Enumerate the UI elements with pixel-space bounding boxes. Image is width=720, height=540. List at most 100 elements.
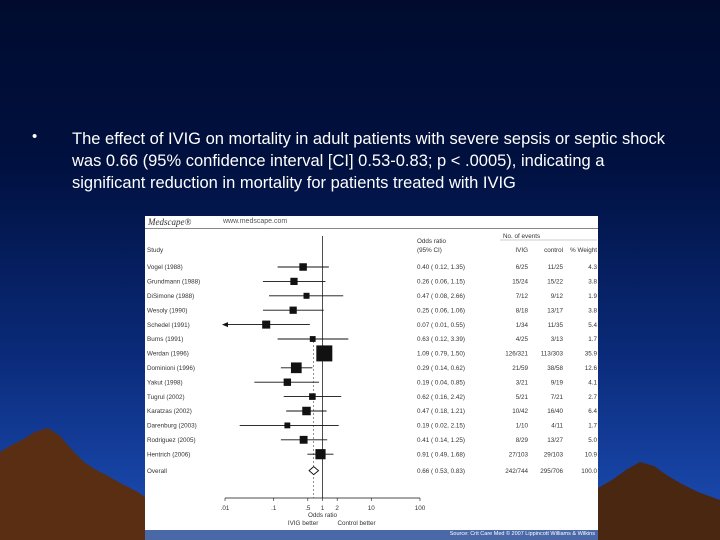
- point-estimate-box: [283, 378, 292, 386]
- weight-value: 3.8: [588, 307, 597, 314]
- ci-text: 0.47 ( 0.18, 1.21): [417, 408, 465, 415]
- ivig-events: 10/42: [512, 408, 528, 415]
- study-label: Wesoly (1990): [147, 307, 187, 314]
- header-weight: % Weight: [570, 247, 597, 254]
- control-events: 15/22: [547, 279, 563, 286]
- control-events: 13/27: [547, 437, 563, 444]
- ci-text: 0.91 ( 0.49, 1.68): [417, 451, 465, 458]
- control-events: 13/17: [547, 307, 563, 314]
- study-label: Karatzas (2002): [147, 408, 192, 415]
- ci-text: 1.09 ( 0.79, 1.50): [417, 351, 465, 358]
- header-control: control: [544, 247, 563, 254]
- point-estimate-box: [315, 449, 326, 460]
- weight-value: 12.6: [585, 365, 598, 372]
- control-events: 3/13: [551, 336, 564, 343]
- figure-source: Source: Crit Care Med © 2007 Lippincott …: [449, 531, 595, 537]
- x-tick-label: 1: [321, 505, 325, 512]
- ci-text: 0.62 ( 0.16, 2.42): [417, 394, 465, 401]
- ci-text: 0.19 ( 0.02, 2.15): [417, 423, 465, 430]
- bullet-marker: •: [32, 128, 38, 145]
- study-label: Hentrich (2006): [147, 451, 190, 458]
- study-label: Dominioni (1996): [147, 365, 195, 372]
- overall-weight: 100.0: [581, 468, 597, 475]
- point-estimate-box: [290, 362, 302, 374]
- ci-text: 0.47 ( 0.08, 2.66): [417, 293, 465, 300]
- point-estimate-box: [309, 393, 316, 400]
- study-label: Tugrul (2002): [147, 394, 185, 401]
- figure-header: Medscape® www.medscape.com: [145, 216, 598, 229]
- ivig-events: 8/29: [516, 437, 529, 444]
- ivig-events: 15/24: [512, 279, 528, 286]
- overall-ivig-events: 242/744: [505, 468, 528, 475]
- study-label: Burns (1991): [147, 336, 183, 343]
- ci-text: 0.07 ( 0.01, 0.55): [417, 322, 465, 329]
- ivig-events: 5/21: [516, 394, 529, 401]
- overall-ci-text: 0.66 ( 0.53, 0.83): [417, 468, 465, 475]
- x-tick-label: .5: [305, 505, 311, 512]
- ivig-events: 3/21: [516, 379, 529, 386]
- point-estimate-box: [303, 292, 310, 299]
- ci-text: 0.29 ( 0.14, 0.62): [417, 365, 465, 372]
- point-estimate-box: [290, 277, 298, 286]
- weight-value: 4.1: [588, 379, 597, 386]
- control-events: 4/11: [551, 423, 563, 430]
- control-events: 11/25: [548, 264, 564, 271]
- x-tick-label: 100: [415, 505, 426, 512]
- control-events: 113/303: [541, 351, 564, 358]
- weight-value: 35.9: [585, 351, 598, 358]
- weight-value: 1.7: [588, 423, 597, 430]
- study-label: Yakut (1998): [147, 379, 183, 386]
- ivig-events: 21/59: [512, 365, 528, 372]
- ivig-events: 6/25: [516, 264, 529, 271]
- control-events: 9/12: [551, 293, 564, 300]
- point-estimate-box: [262, 320, 271, 329]
- ci-arrow: [222, 322, 228, 328]
- x-axis-label: Odds ratio: [308, 512, 338, 519]
- x-tick-label: .1: [271, 505, 277, 512]
- forest-plot: Study Odds ratio (95% CI) No. of events IVIG…: [147, 233, 598, 527]
- point-estimate-box: [284, 422, 291, 429]
- overall-control-events: 295/706: [540, 468, 563, 475]
- ci-text: 0.41 ( 0.14, 1.25): [417, 437, 465, 444]
- ivig-events: 1/10: [516, 423, 529, 430]
- point-estimate-box: [299, 263, 307, 271]
- control-events: 38/58: [547, 365, 563, 372]
- ivig-events: 8/18: [516, 307, 529, 314]
- point-estimate-box: [299, 435, 308, 444]
- point-estimate-box: [289, 306, 297, 314]
- forest-plot-figure: Medscape® www.medscape.com Study Odds rat…: [145, 216, 598, 540]
- ivig-events: 27/103: [509, 451, 529, 458]
- header-study: Study: [147, 247, 164, 254]
- study-label: Darenburg (2003): [147, 423, 197, 430]
- header-or: Odds ratio: [417, 238, 447, 245]
- overall-label: Overall: [147, 468, 167, 475]
- study-label: Werdan (1996): [147, 351, 189, 358]
- control-events: 9/19: [551, 379, 564, 386]
- weight-value: 10.9: [585, 451, 598, 458]
- ci-text: 0.63 ( 0.12, 3.39): [417, 336, 465, 343]
- ci-text: 0.26 ( 0.06, 1.15): [417, 279, 465, 286]
- control-events: 7/21: [551, 394, 564, 401]
- ci-text: 0.40 ( 0.12, 1.35): [417, 264, 465, 271]
- ivig-better-label: IVIG better: [288, 520, 318, 527]
- medscape-logo: Medscape®: [148, 217, 192, 227]
- medscape-url: www.medscape.com: [223, 218, 288, 225]
- control-events: 29/103: [544, 451, 564, 458]
- x-tick-label: 10: [368, 505, 376, 512]
- x-tick-label: .01: [221, 505, 230, 512]
- study-label: Grundmann (1988): [147, 279, 200, 286]
- weight-value: 1.9: [588, 293, 597, 300]
- point-estimate-box: [302, 406, 311, 416]
- ci-text: 0.19 ( 0.04, 0.85): [417, 379, 465, 386]
- weight-value: 6.4: [588, 408, 597, 415]
- study-label: Vogel (1988): [147, 264, 183, 271]
- ivig-events: 7/12: [516, 293, 529, 300]
- header-ivig: IVIG: [515, 247, 528, 254]
- point-estimate-box: [316, 345, 333, 362]
- study-label: Schedel (1991): [147, 322, 190, 329]
- ivig-events: 126/321: [505, 351, 528, 358]
- control-events: 16/40: [547, 408, 563, 415]
- header-events: No. of events: [503, 233, 540, 240]
